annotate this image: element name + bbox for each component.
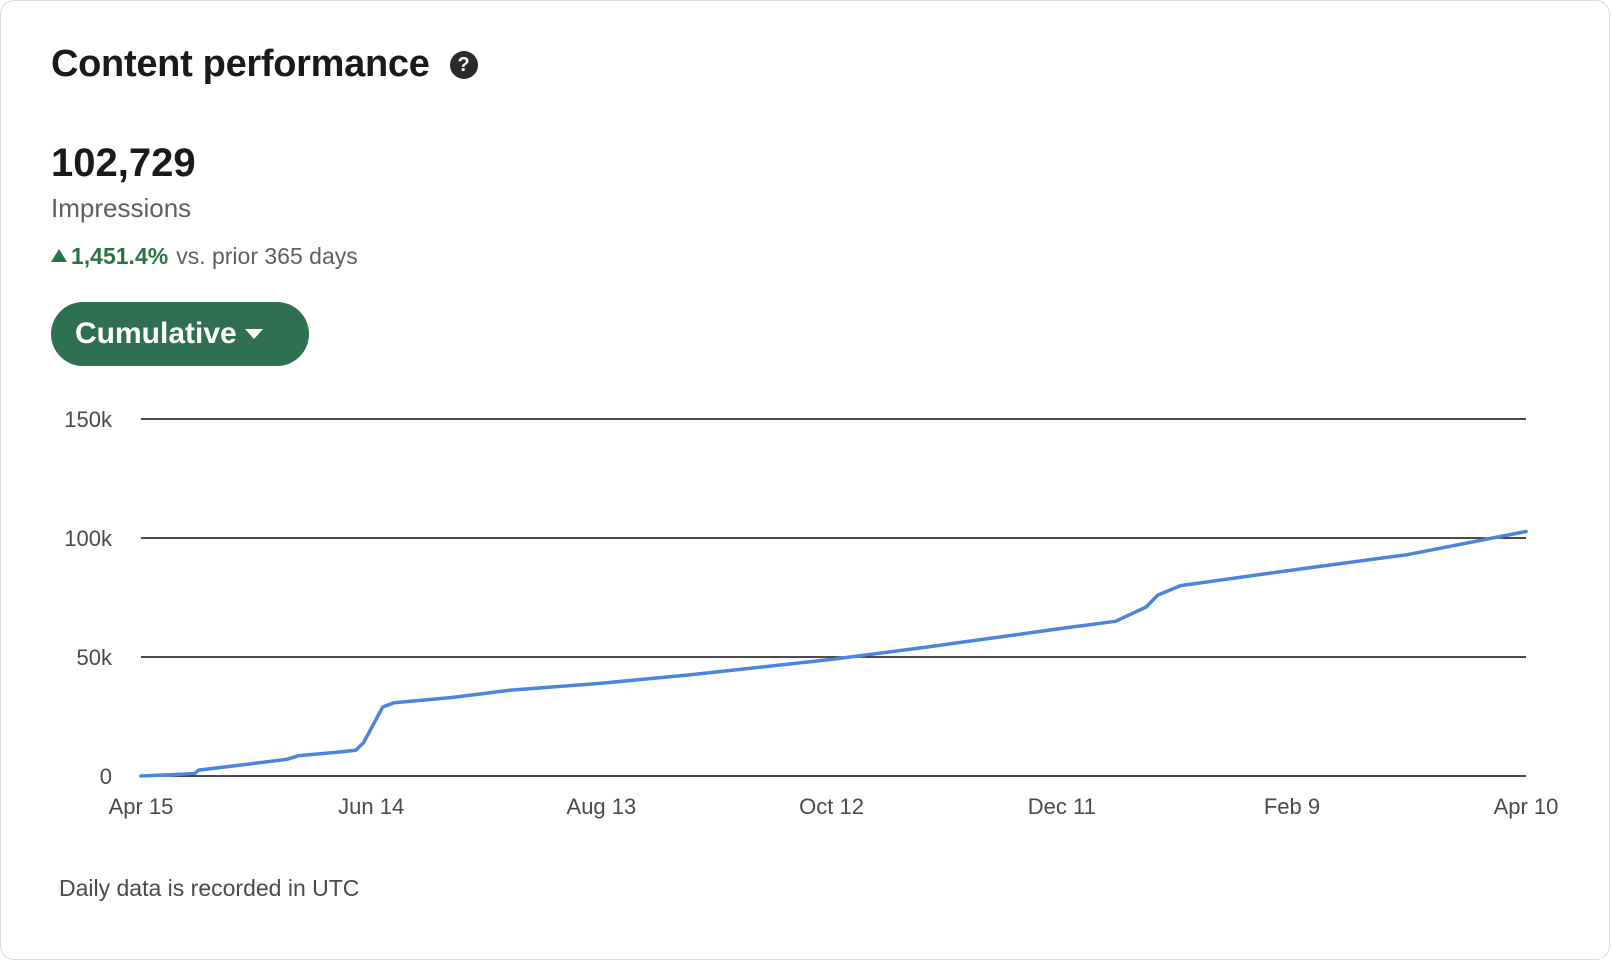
change-value: 1,451.4% [71, 243, 169, 269]
impressions-label: Impressions [51, 193, 192, 223]
x-tick-label: Apr 15 [109, 794, 174, 819]
x-tick-label: Oct 12 [799, 794, 864, 819]
title-row: Content performance ? [51, 43, 478, 86]
footer-note: Daily data is recorded in UTC [59, 875, 360, 901]
x-tick-label: Feb 9 [1264, 794, 1320, 819]
y-tick-label: 50k [77, 645, 113, 670]
cumulative-dropdown[interactable]: Cumulative [51, 302, 309, 366]
dropdown-label: Cumulative [75, 317, 237, 350]
card-title: Content performance [51, 43, 430, 85]
impressions-value: 102,729 [51, 141, 196, 185]
impressions-line-chart: 0 50k 100k 150k Apr 15 Jun 14 Aug 13 Oct 12 Dec… [64, 407, 1559, 819]
x-tick-label: Jun 14 [338, 794, 404, 819]
change-row: 1,451.4% vs. prior 365 days [51, 243, 358, 270]
x-tick-label: Apr 10 [1494, 794, 1559, 819]
change-suffix: vs. prior 365 days [176, 243, 358, 269]
triangle-up-icon [51, 249, 67, 262]
y-tick-label: 0 [100, 764, 112, 789]
x-tick-label: Dec 11 [1028, 794, 1096, 819]
question-circle-icon[interactable]: ? [449, 50, 478, 79]
caret-down-icon [244, 329, 263, 339]
impressions-series-line [139, 529, 1528, 778]
y-tick-label: 100k [64, 526, 113, 551]
y-tick-label: 150k [64, 407, 113, 432]
x-tick-label: Aug 13 [567, 794, 637, 819]
